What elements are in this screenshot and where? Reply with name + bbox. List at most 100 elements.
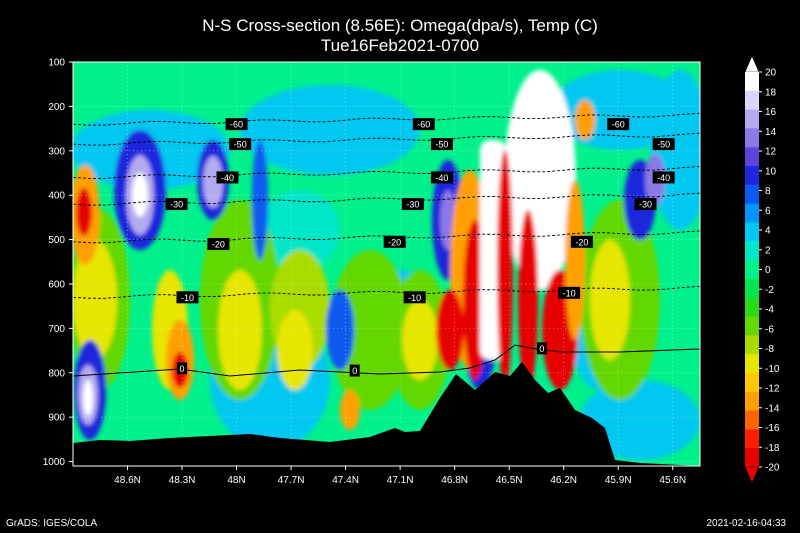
contour-label-box [536, 342, 547, 355]
colorbar-swatch [745, 72, 759, 92]
omega-cell [340, 390, 360, 430]
colorbar-swatch [745, 297, 759, 317]
omega-cell [497, 150, 513, 390]
colorbar-label: 10 [765, 166, 777, 177]
contour-label: -20 [212, 240, 225, 250]
chart-subtitle: Tue16Feb2021-0700 [320, 36, 480, 55]
plot-frame [72, 61, 701, 467]
y-tick-label: 600 [48, 279, 65, 290]
x-tick-label: 46.2N [550, 475, 577, 486]
colorbar-label: -2 [765, 285, 774, 296]
y-tick-label: 500 [48, 235, 65, 246]
contour-label-box [207, 238, 230, 251]
colorbar-label: -4 [765, 305, 774, 316]
contour-label: -10 [563, 288, 576, 298]
contour-label-box [570, 235, 593, 248]
colorbar-label: 6 [765, 206, 771, 217]
omega-cell [580, 380, 700, 460]
colorbar-arrow-bottom [744, 466, 760, 484]
colorbar-label: 14 [765, 127, 777, 138]
contour-label-box [176, 291, 199, 304]
contour-label-box [229, 138, 252, 151]
footer-credit: GrADS: IGES/COLA [6, 518, 98, 529]
colorbar-swatch [745, 222, 759, 242]
x-tick-label: 48.3N [169, 475, 196, 486]
omega-cell [277, 310, 313, 390]
footer-timestamp: 2021-02-16-04:33 [706, 518, 786, 529]
colorbar-swatch [745, 448, 759, 468]
contour-label: -10 [408, 293, 421, 303]
omega-cell [73, 240, 117, 360]
colorbar-swatch [745, 316, 759, 336]
y-tick-label: 800 [48, 368, 65, 379]
colorbar-arrow-top [744, 55, 760, 73]
terrain-mask [73, 362, 700, 466]
colorbar-label: 2 [765, 245, 771, 256]
x-tick-label: 48N [227, 475, 245, 486]
contour-label-box [177, 362, 188, 375]
x-tick-label: 47.1N [387, 475, 414, 486]
x-tick-label: 47.7N [278, 475, 305, 486]
y-axis: 100 200 300 400 500 600 700 800 900 1000 [43, 58, 73, 468]
contour-label: -60 [230, 120, 243, 130]
contour-label-box [558, 286, 581, 299]
colorbar-label: -14 [765, 403, 780, 414]
colorbar-swatch [745, 90, 759, 111]
contour-label: 0 [539, 344, 544, 354]
colorbar-swatch [745, 109, 759, 129]
colorbar-swatch [745, 147, 759, 167]
contour-label: 0 [352, 366, 357, 376]
omega-cell [240, 85, 420, 175]
omega-cell [326, 290, 354, 370]
colorbar-label: 16 [765, 107, 777, 118]
zero-isotherm [73, 344, 700, 377]
colorbar-swatch [745, 166, 759, 186]
colorbar-swatch [745, 203, 759, 223]
x-tick-label: 46.5N [496, 475, 523, 486]
colorbar-label: 4 [765, 226, 771, 237]
contour-label-box [216, 171, 239, 184]
omega-cell [575, 100, 595, 140]
contour-labels: -60 -60 -60 -50 -50 -50 -40 -40 -40 -30 -30 -30 -20 -… [165, 118, 675, 377]
colorbar-label: -16 [765, 423, 780, 434]
y-tick-label: 100 [48, 58, 65, 69]
colorbar-label: 18 [765, 87, 777, 98]
contour-label-box [412, 118, 435, 131]
colorbar-label: -10 [765, 364, 780, 375]
colorbar-swatch [745, 128, 759, 148]
colorbar-swatch [745, 372, 759, 393]
contour-label-box [349, 364, 360, 377]
contour-label: -50 [657, 140, 670, 150]
colorbar-swatch [745, 429, 759, 449]
omega-cell [436, 290, 464, 370]
omega-cell [565, 180, 585, 340]
contour-label-box [634, 198, 657, 211]
temperature-contours [73, 112, 700, 377]
omega-cell [83, 380, 93, 416]
contour-label: -60 [612, 120, 625, 130]
contour-label-box [225, 118, 248, 131]
colorbar-swatch [745, 184, 759, 205]
contour-label: -50 [234, 140, 247, 150]
colorbar: 20181614121086420-2-4-6-8-10-12-14-16-18… [744, 55, 780, 484]
omega-cell [518, 210, 538, 390]
y-tick-label: 300 [48, 146, 65, 157]
colorbar-label: -18 [765, 443, 780, 454]
contour-label: -60 [417, 120, 430, 130]
omega-cell [590, 240, 630, 360]
contour-label: -40 [657, 173, 670, 183]
colorbar-swatch [745, 278, 759, 299]
y-tick-label: 200 [48, 102, 65, 113]
contour-label: -30 [170, 200, 183, 210]
contour-label-box [383, 235, 406, 248]
y-tick-label: 400 [48, 191, 65, 202]
colorbar-label: -12 [765, 384, 780, 395]
x-tick-label: 47.4N [332, 475, 359, 486]
omega-cell [402, 300, 438, 380]
omega-field [73, 70, 700, 460]
contour-label-box [430, 138, 453, 151]
contour-label-box [652, 171, 675, 184]
colorbar-label: -6 [765, 324, 774, 335]
x-tick-label: 45.9N [605, 475, 632, 486]
